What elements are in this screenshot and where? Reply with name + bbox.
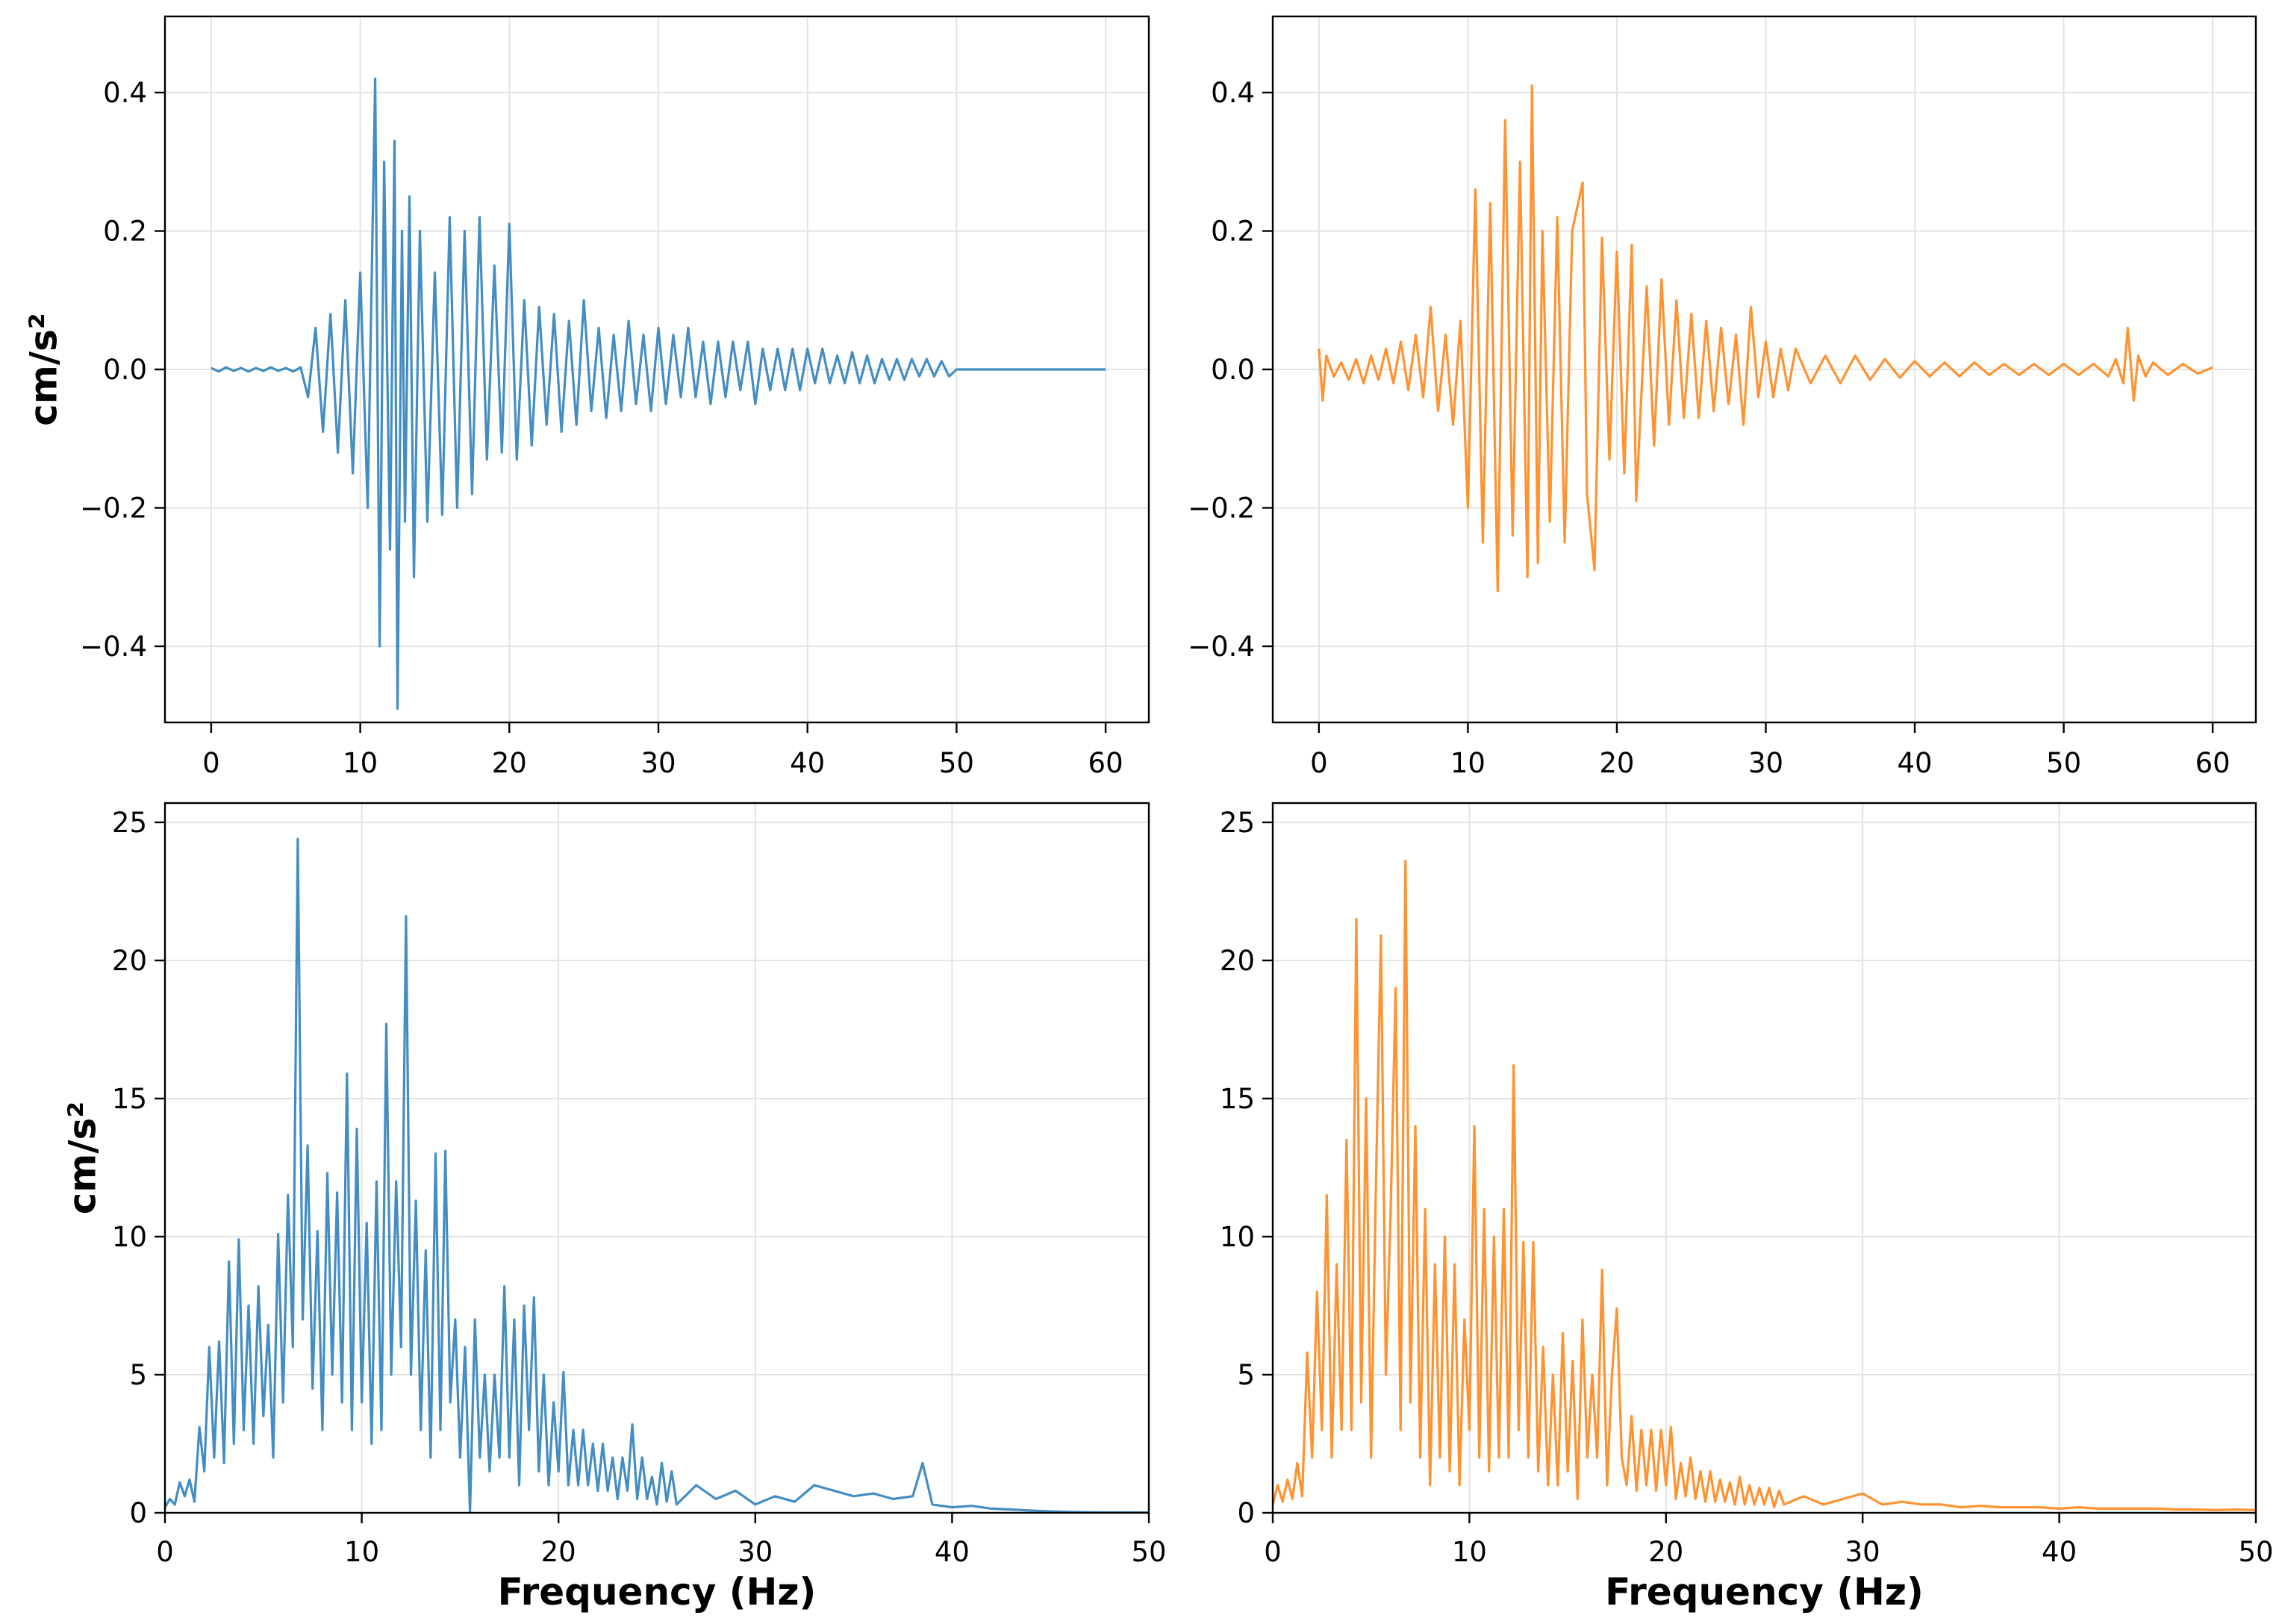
series-line	[1273, 860, 2256, 1511]
x-tick-label: 0	[1310, 747, 1328, 779]
y-tick-label: 0.2	[1211, 216, 1255, 248]
y-tick-label: 20	[112, 945, 147, 977]
x-tick-label: 60	[1088, 747, 1123, 779]
y-tick-label: 10	[1220, 1221, 1255, 1253]
y-tick-label: 5	[129, 1359, 147, 1391]
x-tick-label: 50	[2238, 1536, 2273, 1568]
x-tick-label: 40	[790, 747, 825, 779]
x-tick-label: 10	[1452, 1536, 1487, 1568]
y-tick-label: −0.4	[80, 631, 147, 663]
x-tick-label: 20	[492, 747, 527, 779]
x-tick-label: 0	[1264, 1536, 1282, 1568]
x-tick-label: 20	[1648, 1536, 1683, 1568]
y-tick-label: 25	[112, 807, 147, 839]
x-axis-label: Frequency (Hz)	[498, 1570, 817, 1614]
x-axis-label: Frequency (Hz)	[1605, 1570, 1924, 1614]
y-tick-label: 25	[1220, 807, 1255, 839]
x-tick-label: 20	[1599, 747, 1634, 779]
x-tick-label: 30	[738, 1536, 773, 1568]
y-axis-label: cm/s²	[22, 313, 66, 426]
series-line	[211, 77, 1106, 710]
x-tick-label: 0	[202, 747, 220, 779]
panel-bottom-right: 0 10 20 30 40 50 0 5 10 15 20 25 Frequency (Hz)	[1220, 802, 2274, 1614]
y-tick-label: 0.0	[1211, 354, 1255, 386]
x-tick-label: 10	[343, 747, 378, 779]
y-tick-label: 0.4	[1211, 77, 1255, 109]
x-tick-label: 40	[1897, 747, 1932, 779]
x-tick-label: 40	[2042, 1536, 2077, 1568]
axes-frame	[1271, 802, 2257, 1514]
x-tick-label: 30	[640, 747, 676, 779]
x-tick-label: 30	[1845, 1536, 1880, 1568]
x-tick-label: 20	[541, 1536, 576, 1568]
panel-top-left: 0 10 20 30 40 50 60 −0.4 −0.2 0.0 0.2 0.4 cm/s²	[22, 15, 1150, 779]
x-tick-label: 50	[2046, 747, 2081, 779]
y-tick-label: 0.4	[103, 77, 147, 109]
x-tick-label: 30	[1748, 747, 1783, 779]
y-axis-label: cm/s²	[61, 1102, 105, 1215]
y-tick-label: 15	[112, 1083, 147, 1115]
x-tick-label: 60	[2195, 747, 2230, 779]
y-tick-label: 0.0	[103, 354, 147, 386]
y-tick-label: 10	[112, 1221, 147, 1253]
y-tick-label: −0.2	[80, 492, 147, 524]
x-tick-label: 50	[939, 747, 974, 779]
x-tick-label: 10	[344, 1536, 379, 1568]
x-tick-label: 10	[1450, 747, 1486, 779]
series-line	[1318, 84, 2213, 593]
y-tick-label: 20	[1220, 945, 1255, 977]
y-tick-label: 5	[1237, 1359, 1255, 1391]
x-tick-label: 0	[156, 1536, 174, 1568]
y-tick-label: 0	[129, 1497, 147, 1529]
series-line	[165, 837, 1149, 1513]
panel-bottom-left: 0 10 20 30 40 50 0 5 10 15 20 25 cm/s² Frequency (Hz)	[61, 802, 1167, 1614]
x-tick-label: 40	[935, 1536, 970, 1568]
y-tick-label: 0.2	[103, 216, 147, 248]
y-tick-label: 15	[1220, 1083, 1255, 1115]
y-tick-label: −0.4	[1188, 631, 1255, 663]
y-tick-label: 0	[1237, 1497, 1255, 1529]
x-tick-label: 50	[1131, 1536, 1166, 1568]
axes-frame	[163, 802, 1150, 1514]
panel-top-right: 0 10 20 30 40 50 60 −0.4 −0.2 0.0 0.2 0.4	[1188, 15, 2257, 779]
y-tick-label: −0.2	[1188, 492, 1255, 524]
